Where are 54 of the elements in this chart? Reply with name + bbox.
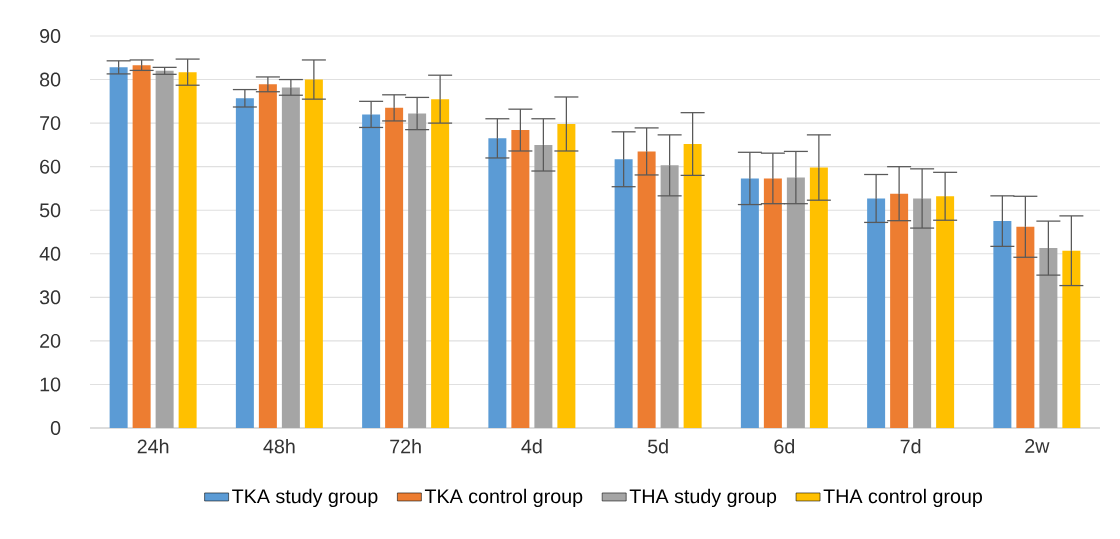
bar [155,70,174,428]
bar [132,65,151,428]
bar [178,72,197,428]
bar [534,144,553,428]
y-tick-label: 0 [50,421,61,435]
bar [557,123,576,428]
y-tick-label: 10 [40,377,61,392]
legend-label: TKA study group [232,488,378,508]
bar [1039,248,1058,428]
x-tick-label: 2w [1025,438,1050,453]
bar [890,193,909,428]
bar [809,167,828,428]
bar [109,67,128,428]
bar [408,113,427,428]
x-tick-label: 5d [647,438,668,454]
y-tick-label: 60 [40,159,61,174]
y-tick-label: 20 [40,333,61,348]
bar [431,99,450,428]
y-tick-label: 40 [39,246,61,261]
legend-label: TKA control group [424,488,583,508]
bar [993,221,1012,428]
x-tick-label: 48h [263,438,295,454]
y-tick-label: 70 [40,116,61,131]
x-tick-label: 4d [521,438,542,454]
bar [867,198,886,428]
x-tick-label: 24h [137,438,169,454]
bar [511,130,530,428]
bar [488,138,507,428]
bar [637,151,656,428]
bar [936,196,955,428]
bar [258,84,277,428]
legend-label: THA study group [629,488,777,508]
y-tick-label: 30 [39,290,61,305]
bar [786,177,805,428]
bar [913,198,932,428]
bar [362,114,381,428]
bar [763,178,782,428]
bar [1016,226,1035,428]
bar [614,159,633,428]
bar [235,98,254,428]
legend-label: THA control group [823,488,982,508]
bar [740,178,759,428]
bar [660,165,679,428]
y-tick-label: 50 [39,203,61,218]
bar [683,144,702,428]
bar [1062,250,1081,428]
x-tick-label: 6d [774,438,795,454]
y-tick-label: 90 [40,29,61,43]
bar [281,87,300,428]
x-tick-label: 7d [900,438,921,454]
x-tick-label: 72h [390,438,421,454]
bar [385,107,404,428]
bar [304,79,323,428]
y-tick-label: 80 [40,72,61,87]
